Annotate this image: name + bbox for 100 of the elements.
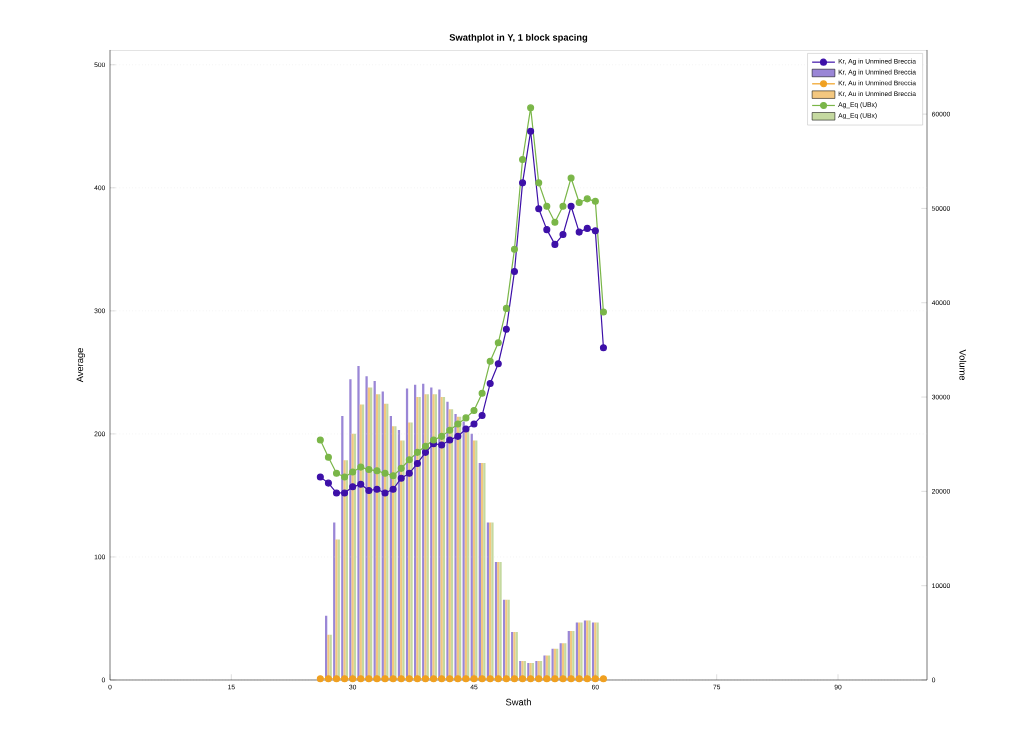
point [567, 202, 575, 210]
point [349, 483, 357, 491]
point [316, 436, 324, 444]
point [575, 675, 583, 683]
point [332, 489, 341, 497]
point [373, 467, 381, 475]
point [591, 197, 599, 205]
point [316, 473, 324, 481]
point [446, 426, 454, 434]
point [583, 224, 591, 232]
point [591, 227, 599, 235]
point [341, 489, 349, 497]
point [421, 448, 430, 456]
point [373, 485, 381, 493]
point [575, 228, 583, 236]
point [324, 453, 332, 461]
bar [357, 365, 360, 680]
point [486, 357, 494, 365]
point [551, 218, 559, 226]
point [519, 155, 527, 164]
y2-axis-title: Volume [959, 349, 967, 381]
point [510, 675, 518, 683]
point [599, 308, 607, 316]
point [446, 675, 454, 683]
point [381, 469, 389, 477]
point [389, 472, 397, 480]
point [535, 205, 543, 213]
point [373, 675, 381, 683]
point [341, 675, 349, 683]
point [599, 344, 607, 352]
point [365, 466, 373, 474]
point [551, 240, 559, 248]
point [413, 675, 421, 683]
point [527, 675, 535, 683]
chart-title: Swathplot in Y, 1 block spacing [449, 33, 588, 43]
point [413, 448, 421, 456]
point [470, 420, 478, 428]
point [389, 675, 397, 683]
point [519, 675, 527, 683]
point [397, 474, 405, 482]
point [478, 411, 486, 419]
point [494, 675, 502, 683]
point [332, 675, 341, 683]
point [567, 675, 575, 683]
point [583, 195, 591, 203]
point [316, 675, 324, 683]
point [349, 675, 357, 683]
point [494, 360, 502, 368]
point [486, 379, 494, 387]
point [365, 675, 373, 683]
point [357, 480, 365, 488]
point [341, 473, 349, 481]
point [559, 231, 567, 239]
point [559, 202, 567, 210]
point [421, 442, 430, 450]
point [389, 485, 397, 493]
point [357, 463, 365, 471]
point [599, 675, 607, 683]
point [575, 199, 583, 207]
point [478, 389, 486, 397]
point [397, 464, 405, 472]
point [413, 459, 421, 467]
point [510, 245, 518, 253]
point [405, 469, 413, 477]
point [405, 456, 413, 464]
point [535, 675, 543, 683]
point [430, 436, 438, 444]
point [591, 675, 599, 683]
point [527, 127, 535, 135]
point [438, 675, 446, 683]
bar [365, 376, 368, 680]
point [494, 339, 502, 347]
point [519, 179, 527, 187]
point [502, 304, 510, 312]
point [470, 675, 478, 683]
bar [446, 401, 449, 680]
point [478, 675, 486, 683]
point [486, 675, 494, 683]
point [470, 406, 478, 415]
bar [438, 389, 441, 680]
point [446, 436, 454, 444]
point [502, 675, 510, 683]
point [438, 432, 446, 440]
point [462, 414, 470, 422]
point [559, 675, 567, 683]
point [462, 675, 470, 683]
point [567, 174, 575, 182]
x-axis-title: Swath [505, 698, 531, 706]
point [454, 420, 462, 428]
point [543, 226, 551, 234]
point [543, 675, 551, 683]
point [430, 675, 438, 683]
point [543, 202, 551, 210]
point [535, 179, 543, 187]
point [510, 267, 518, 275]
point [421, 675, 430, 683]
point [365, 486, 373, 495]
point [583, 675, 591, 683]
point [454, 675, 462, 683]
point [397, 675, 405, 683]
